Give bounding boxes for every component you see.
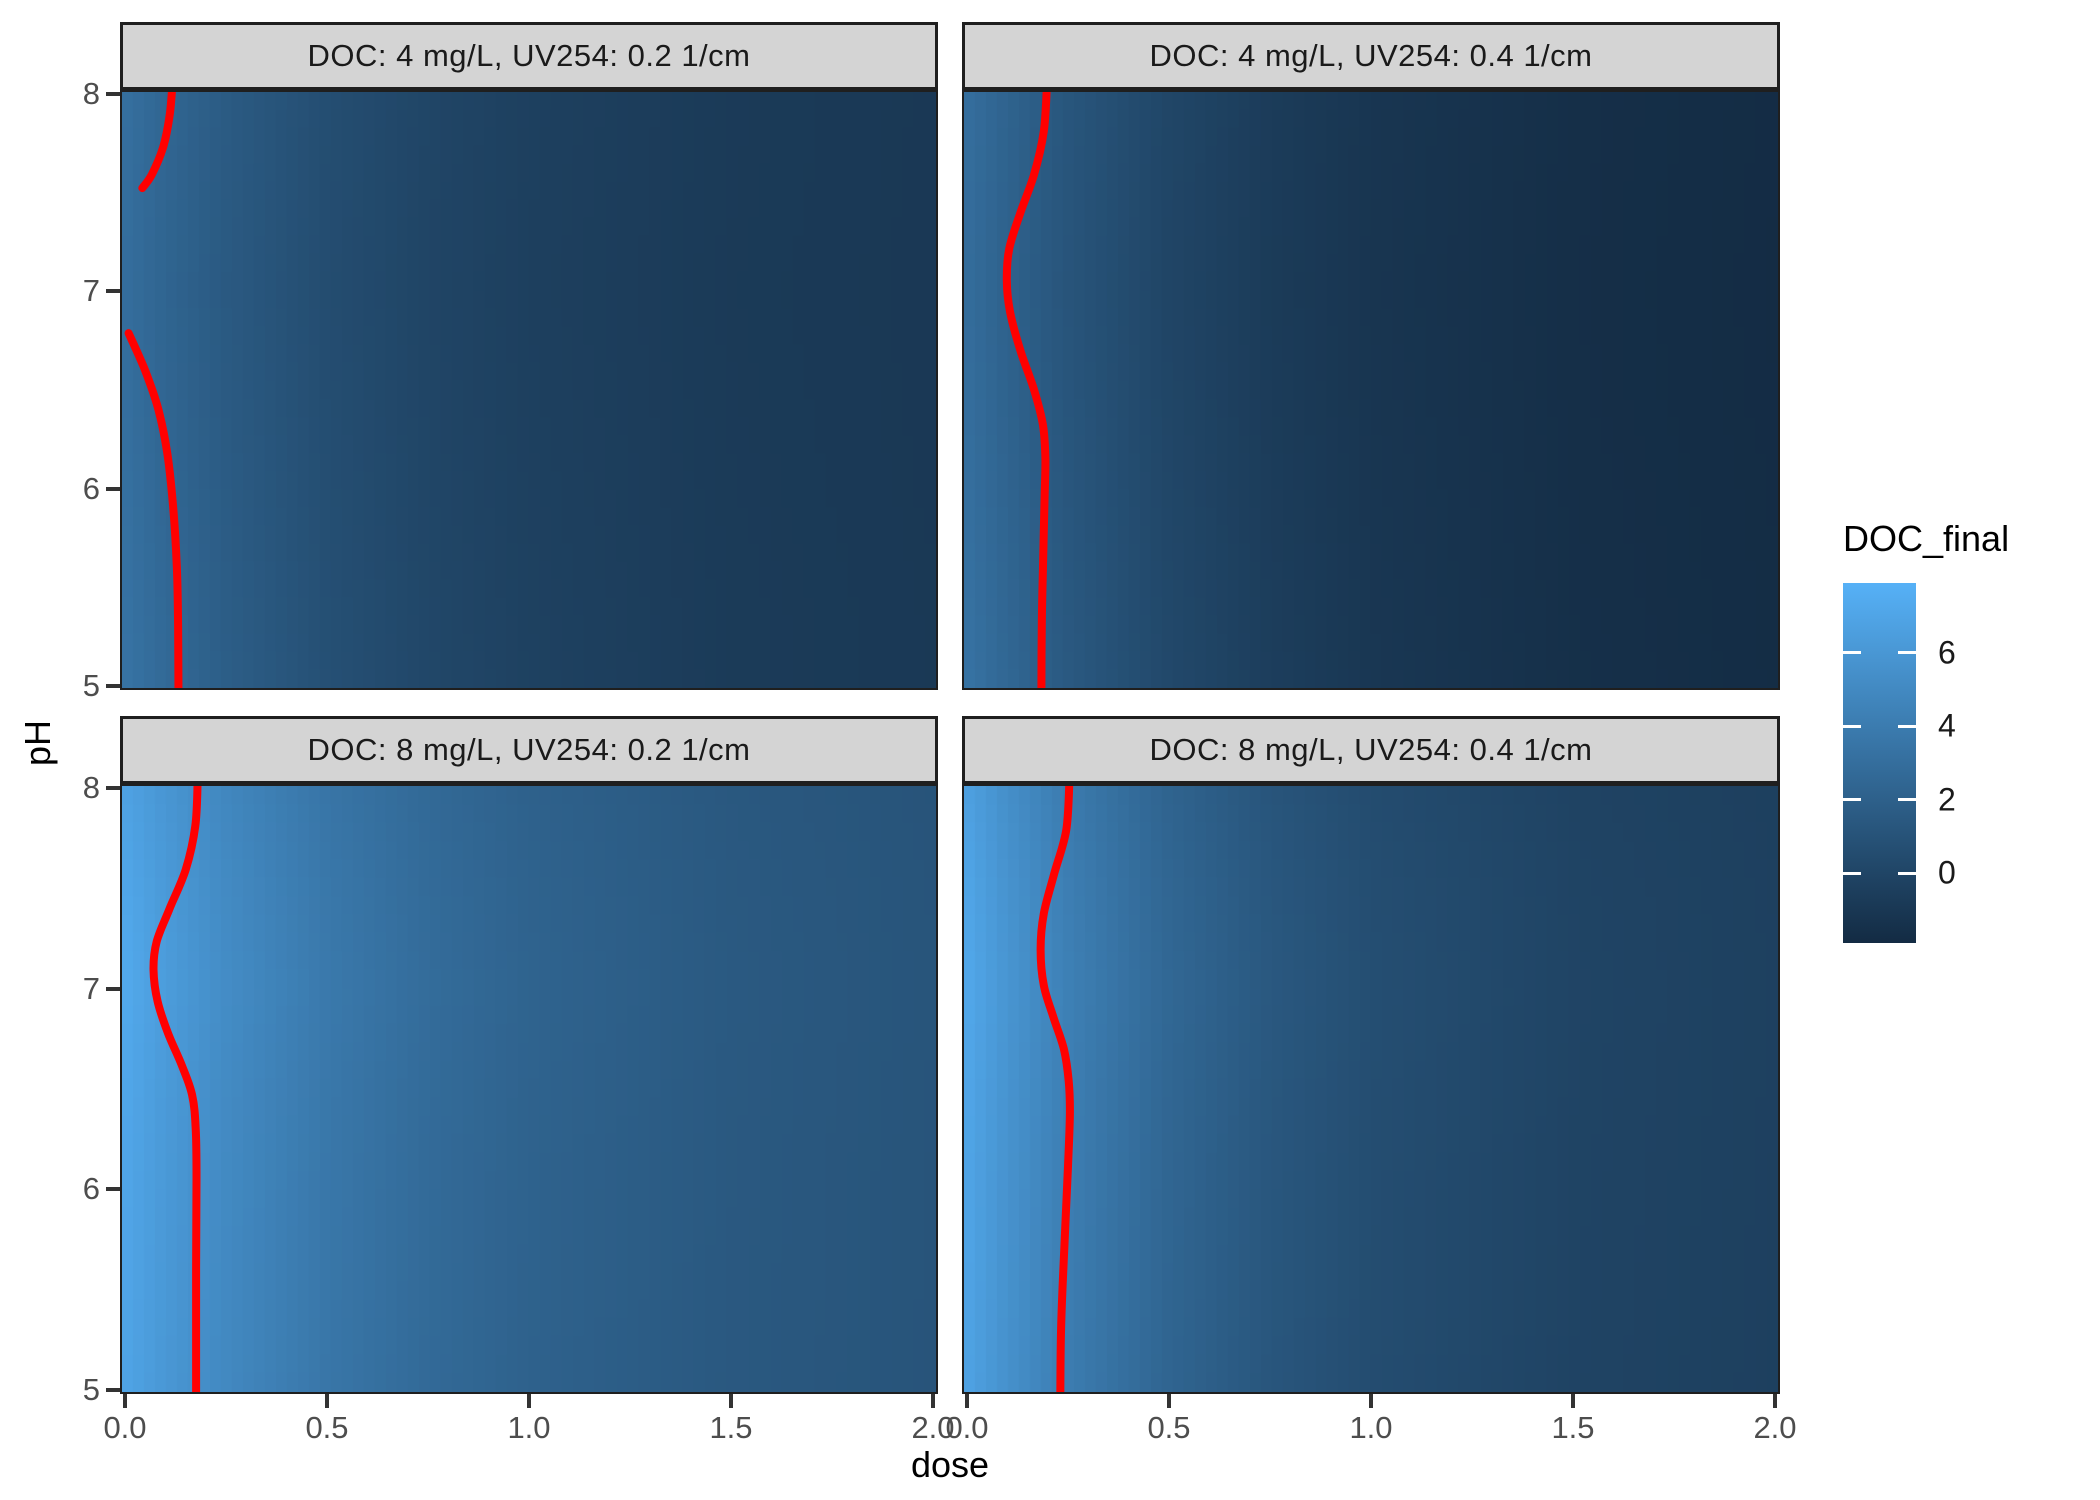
legend-tick-mark [1898,871,1916,875]
contour-line [149,786,202,1392]
heatmap-panel-doc4-uv02 [120,90,938,690]
legend-tick-label: 6 [1938,634,1956,671]
x-tick-label: 2.0 [911,1410,955,1445]
facet-strip-doc4-uv02: DOC: 4 mg/L, UV254: 0.2 1/cm [120,22,938,90]
heatmap-raster [122,786,936,1392]
x-axis-title: dose [910,1444,990,1485]
y-tick-mark [106,684,120,688]
facet-strip-doc8-uv04: DOC: 8 mg/L, UV254: 0.4 1/cm [962,716,1780,784]
facet-strip-doc4-uv04: DOC: 4 mg/L, UV254: 0.4 1/cm [962,22,1780,90]
x-tick-label: 2.0 [1753,1410,1797,1445]
y-tick-mark [106,786,120,790]
x-tick-label: 1.0 [1349,1410,1393,1445]
legend-tick-label: 4 [1938,707,1956,744]
heatmap-raster [964,786,1778,1392]
x-tick-label: 0.5 [1147,1410,1191,1445]
x-tick-label: 0.5 [305,1410,349,1445]
contour-line [1036,786,1074,1392]
legend-tick-mark [1898,724,1916,728]
x-tick-mark [1571,1394,1575,1408]
x-tick-mark [123,1394,127,1408]
contour-line-overlay [1002,92,1051,688]
x-tick-mark [1369,1394,1373,1408]
y-tick-mark [106,289,120,294]
y-tick-mark [106,486,120,491]
y-tick-label: 5 [82,668,100,703]
legend-tick-mark [1843,651,1861,655]
facet-strip-doc8-uv02: DOC: 8 mg/L, UV254: 0.2 1/cm [120,716,938,784]
y-tick-label: 6 [82,470,100,506]
x-tick-mark [325,1394,329,1408]
x-tick-label: 0.0 [945,1410,989,1445]
legend-gradient-bar [1843,583,1916,943]
heatmap-panel-doc8-uv02 [120,784,938,1394]
contour-line [1002,92,1051,688]
legend-tick-label: 0 [1938,854,1956,891]
y-tick-mark [106,1187,120,1192]
contour-line [124,329,183,688]
y-tick-label: 7 [82,273,100,309]
y-tick-label: 5 [82,1372,100,1407]
heatmap-raster [122,92,936,688]
y-tick-mark [106,986,120,991]
x-tick-mark [1773,1394,1777,1408]
legend-tick-mark [1898,798,1916,802]
x-tick-mark [1167,1394,1171,1408]
y-axis-title: pH [17,719,58,767]
y-tick-mark [106,1388,120,1392]
legend-tick-mark [1898,651,1916,655]
heatmap-panel-doc8-uv04 [962,784,1780,1394]
x-tick-mark [729,1394,733,1408]
contour-line-overlay [149,786,202,1392]
y-tick-label: 7 [82,970,100,1006]
legend-tick-mark [1843,798,1861,802]
heatmap-panel-doc4-uv04 [962,90,1780,690]
x-tick-mark [527,1394,531,1408]
x-tick-label: 1.0 [507,1410,551,1445]
y-tick-label: 8 [82,76,100,111]
y-tick-label: 6 [82,1171,100,1207]
contour-line-overlay [124,92,183,688]
x-tick-label: 0.0 [103,1410,147,1445]
x-tick-mark [931,1394,935,1408]
contour-line-overlay [1036,786,1074,1392]
legend-tick-mark [1843,871,1861,875]
y-tick-label: 8 [82,770,100,805]
heatmap-raster [964,92,1778,688]
x-tick-label: 1.5 [1551,1410,1595,1445]
legend-title: DOC_final [1843,518,2010,559]
legend-tick-label: 2 [1938,781,1956,818]
x-tick-mark [965,1394,969,1408]
x-tick-label: 1.5 [709,1410,753,1445]
contour-line [138,92,176,193]
y-tick-mark [106,92,120,96]
legend-tick-mark [1843,724,1861,728]
